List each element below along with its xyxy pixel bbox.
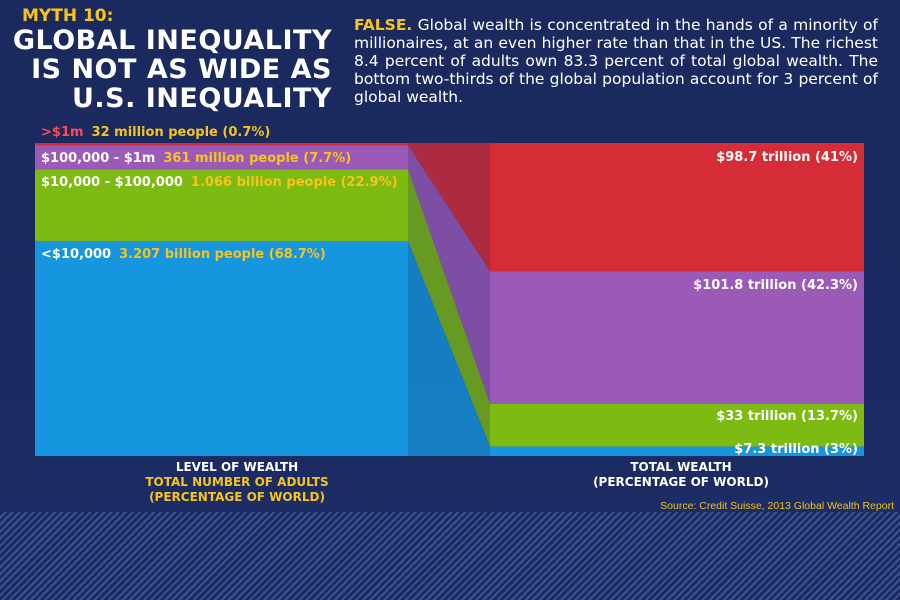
right-axis-title: TOTAL WEALTH (PERCENTAGE OF WORLD) [556, 460, 806, 490]
left-axis-title-line-3: (PERCENTAGE OF WORLD) [149, 490, 325, 504]
category-label-2: $10,000 - $100,000 [41, 175, 183, 190]
wealth-bar-segment-3 [490, 446, 864, 456]
striped-background [0, 512, 900, 600]
connector-band-2 [408, 169, 490, 447]
headline-line-3: U.S. INEQUALITY [71, 83, 332, 114]
adults-label-1: $100,000 - $1m 361 million people (7.7%) [41, 151, 351, 166]
adults-label-0: >$1m 32 million people (0.7%) [41, 125, 270, 140]
right-axis-title-line-1: TOTAL WEALTH [630, 460, 732, 474]
connector-band-3 [408, 240, 490, 456]
wealth-value-label-1: $101.8 trillion (42.3%) [693, 278, 858, 293]
headline-line-2: IS NOT AS WIDE AS [31, 54, 332, 85]
wealth-bar-segment-0 [490, 143, 864, 272]
connector-band-0 [408, 143, 490, 272]
left-axis-title: LEVEL OF WEALTH TOTAL NUMBER OF ADULTS (… [97, 460, 377, 505]
adults-bar-segment-3 [35, 240, 408, 456]
right-axis-title-line-2: (PERCENTAGE OF WORLD) [593, 475, 769, 489]
adults-label-2: $10,000 - $100,000 1.066 billion people (… [41, 175, 398, 190]
adults-value-label-3: 3.207 billion people (68.7%) [119, 247, 326, 262]
source-note: Source: Credit Suisse, 2013 Global Wealt… [660, 500, 894, 512]
adults-bar-segment-2 [35, 169, 408, 241]
headline: GLOBAL INEQUALITY IS NOT AS WIDE AS U.S.… [10, 26, 332, 113]
adults-bar-segment-0 [35, 143, 408, 146]
myth-label: MYTH 10: [22, 6, 114, 26]
left-axis-title-line-2: TOTAL NUMBER OF ADULTS [145, 475, 329, 489]
headline-line-1: GLOBAL INEQUALITY [12, 25, 332, 56]
wealth-bar-segment-2 [490, 403, 864, 447]
connector-band-1 [408, 145, 490, 404]
wealth-bar-segment-1 [490, 271, 864, 404]
intro-paragraph: FALSE. Global wealth is concentrated in … [354, 16, 878, 106]
category-label-3: <$10,000 [41, 247, 111, 262]
category-label-0: >$1m [41, 125, 84, 140]
adults-value-label-2: 1.066 billion people (22.9%) [191, 175, 398, 190]
adults-value-label-1: 361 million people (7.7%) [163, 151, 351, 166]
wealth-value-label-2: $33 trillion (13.7%) [716, 409, 858, 424]
adults-value-label-0: 32 million people (0.7%) [92, 125, 271, 140]
verdict: FALSE. [354, 16, 413, 34]
wealth-value-label-3: $7.3 trillion (3%) [734, 442, 858, 457]
category-label-1: $100,000 - $1m [41, 151, 155, 166]
adults-bar-segment-1 [35, 145, 408, 170]
description: Global wealth is concentrated in the han… [354, 16, 878, 106]
left-axis-title-line-1: LEVEL OF WEALTH [175, 460, 299, 474]
adults-label-3: <$10,000 3.207 billion people (68.7%) [41, 247, 326, 262]
wealth-value-label-0: $98.7 trillion (41%) [716, 150, 858, 165]
